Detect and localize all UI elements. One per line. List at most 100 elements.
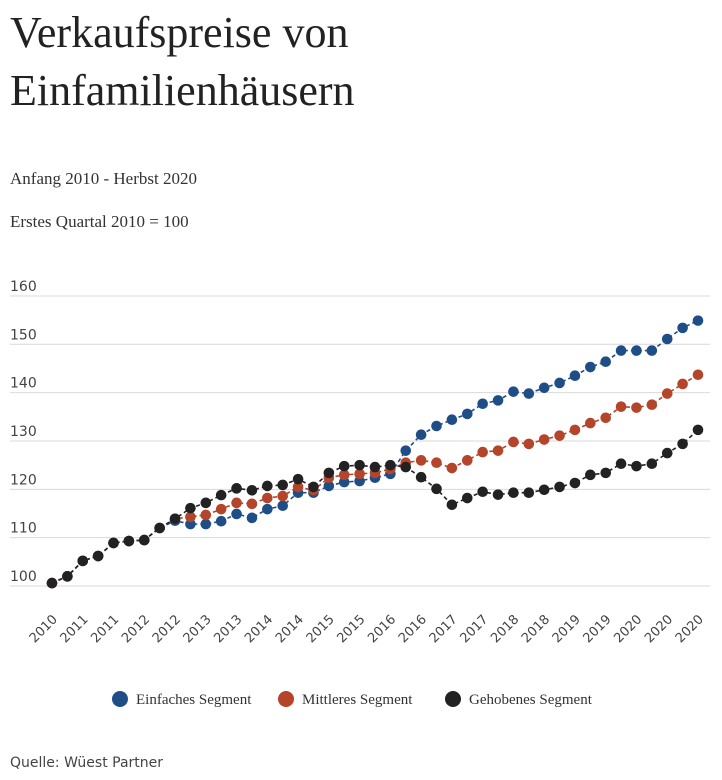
data-point bbox=[277, 490, 289, 502]
x-tick-label: 2014 bbox=[273, 612, 307, 646]
data-point bbox=[431, 457, 442, 469]
data-point bbox=[692, 424, 704, 436]
data-point bbox=[215, 515, 227, 527]
data-point bbox=[615, 458, 627, 470]
data-point bbox=[246, 512, 258, 524]
data-point bbox=[446, 414, 458, 426]
data-point bbox=[446, 499, 458, 511]
x-tick-label: 2011 bbox=[88, 612, 122, 646]
data-point bbox=[492, 395, 504, 406]
data-point bbox=[385, 459, 396, 471]
y-tick-label: 110 bbox=[10, 521, 37, 537]
data-point bbox=[615, 345, 627, 356]
data-point bbox=[277, 479, 289, 491]
data-point bbox=[661, 388, 673, 399]
data-point bbox=[400, 445, 412, 456]
x-tick-label: 2020 bbox=[642, 612, 676, 646]
data-point bbox=[631, 460, 642, 472]
data-point bbox=[415, 455, 427, 466]
data-point bbox=[661, 447, 673, 459]
series-line bbox=[51, 429, 699, 584]
data-point bbox=[554, 430, 565, 441]
data-point bbox=[323, 480, 335, 492]
data-point bbox=[677, 438, 688, 450]
data-point bbox=[338, 476, 350, 488]
data-point bbox=[231, 497, 242, 509]
data-point bbox=[615, 401, 627, 412]
subtitle: Anfang 2010 - Herbst 2020 bbox=[10, 169, 197, 188]
legend-label: Mittleres Segment bbox=[302, 692, 413, 708]
data-point bbox=[538, 382, 550, 394]
data-point bbox=[600, 412, 612, 424]
chart-title: Einfamilienhäusern bbox=[10, 66, 355, 115]
data-point bbox=[92, 550, 104, 562]
data-point bbox=[538, 484, 550, 496]
data-point bbox=[185, 518, 196, 530]
data-point bbox=[508, 487, 519, 499]
data-point bbox=[446, 462, 458, 474]
data-point bbox=[292, 481, 304, 493]
data-point bbox=[461, 492, 473, 504]
x-tick-label: 2010 bbox=[27, 612, 61, 646]
y-tick-label: 130 bbox=[10, 424, 37, 440]
data-point bbox=[538, 434, 550, 445]
y-tick-label: 100 bbox=[10, 569, 37, 585]
x-tick-label: 2019 bbox=[581, 612, 615, 646]
x-tick-label: 2015 bbox=[334, 612, 368, 646]
chart-title: Verkaufspreise von bbox=[10, 8, 348, 57]
data-point bbox=[692, 315, 704, 326]
data-point bbox=[169, 513, 181, 525]
x-tick-label: 2012 bbox=[119, 612, 153, 646]
x-tick-label: 2013 bbox=[181, 612, 215, 646]
data-point bbox=[246, 484, 258, 496]
data-point bbox=[508, 436, 519, 448]
data-point bbox=[523, 487, 535, 499]
data-point bbox=[569, 477, 581, 489]
data-point bbox=[600, 467, 612, 479]
legend-label: Gehobenes Segment bbox=[469, 692, 593, 708]
data-point bbox=[431, 483, 442, 495]
y-tick-label: 160 bbox=[10, 279, 37, 295]
data-point bbox=[585, 469, 596, 481]
data-point bbox=[477, 446, 488, 458]
data-point bbox=[415, 429, 427, 440]
data-point bbox=[477, 486, 488, 498]
data-point bbox=[400, 461, 412, 473]
data-point bbox=[246, 498, 258, 510]
data-point bbox=[523, 438, 535, 450]
data-point bbox=[262, 503, 273, 515]
data-point bbox=[631, 402, 642, 413]
x-tick-label: 2012 bbox=[150, 612, 184, 646]
data-point bbox=[461, 455, 473, 466]
data-point bbox=[646, 345, 658, 356]
x-tick-label: 2016 bbox=[365, 612, 399, 646]
data-point bbox=[62, 571, 73, 582]
data-point bbox=[354, 459, 365, 471]
x-tick-label: 2020 bbox=[611, 612, 645, 646]
data-point bbox=[677, 322, 688, 334]
legend-marker bbox=[112, 691, 128, 707]
data-point bbox=[415, 471, 427, 483]
data-point bbox=[108, 537, 119, 549]
y-tick-label: 140 bbox=[10, 376, 37, 392]
data-point bbox=[369, 461, 381, 473]
source: Quelle: Wüest Partner bbox=[10, 755, 163, 771]
data-point bbox=[77, 555, 89, 567]
data-point bbox=[338, 460, 350, 472]
data-point bbox=[523, 388, 535, 399]
legend-label: Einfaches Segment bbox=[136, 692, 252, 708]
data-point bbox=[661, 333, 673, 345]
data-point bbox=[200, 497, 212, 509]
data-point bbox=[46, 577, 58, 589]
data-point bbox=[338, 469, 350, 481]
data-point bbox=[569, 424, 581, 436]
legend-marker bbox=[278, 691, 294, 707]
data-point bbox=[492, 445, 504, 456]
data-point bbox=[585, 417, 596, 429]
data-point bbox=[631, 345, 642, 356]
data-point bbox=[277, 500, 289, 512]
x-tick-label: 2011 bbox=[58, 612, 92, 646]
x-tick-label: 2015 bbox=[304, 612, 338, 646]
data-point bbox=[354, 468, 365, 480]
